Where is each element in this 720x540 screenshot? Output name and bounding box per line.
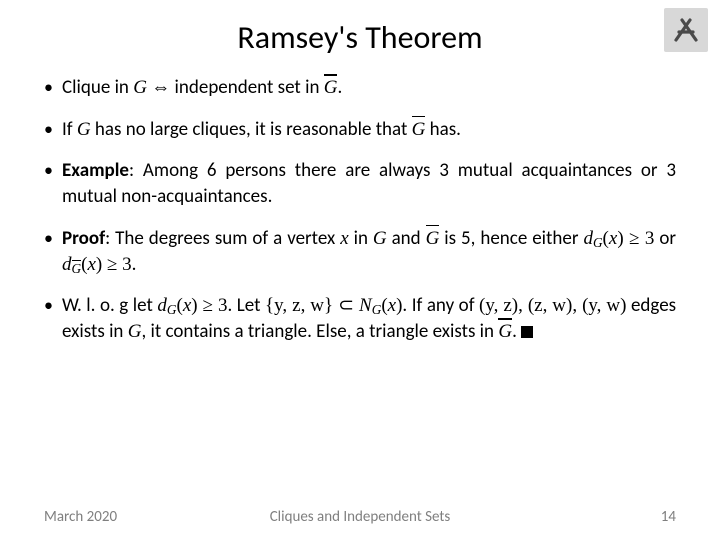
bullet-text: Clique in G ⇔ independent set in G. — [62, 75, 676, 101]
text-fragment: . — [512, 320, 521, 343]
institution-logo — [664, 8, 708, 52]
math-pairs: (y, z), (z, w), (y, w) — [479, 295, 626, 316]
bullet-2: • If G has no large cliques, it is reaso… — [44, 117, 676, 143]
text-fragment: : The degrees sum of a vertex — [105, 227, 340, 250]
math-G: G — [133, 77, 147, 98]
bullet-marker: • — [44, 75, 62, 101]
text-fragment: W. l. o. g let — [62, 294, 157, 317]
text-fragment: or — [654, 227, 676, 250]
text-fragment: . — [337, 76, 342, 99]
example-label: Example — [62, 159, 129, 182]
bullet-marker: • — [44, 293, 62, 345]
bullet-text: If G has no large cliques, it is reasona… — [62, 117, 676, 143]
math-G: G — [128, 321, 142, 342]
math-dG: dG(x) ≥ 3 — [583, 228, 654, 249]
slide-body: • Clique in G ⇔ independent set in G. • … — [44, 75, 676, 345]
bullet-3: • Example: Among 6 persons there are alw… — [44, 158, 676, 209]
math-x: x — [340, 228, 348, 249]
math-Gbar: G — [324, 75, 338, 101]
math-Gbar: G — [412, 117, 426, 143]
text-fragment: has no large cliques, it is reasonable t… — [91, 118, 412, 141]
slide: Ramsey's Theorem • Clique in G ⇔ indepen… — [0, 0, 720, 540]
math-G: G — [77, 119, 91, 140]
bullet-text: W. l. o. g let dG(x) ≥ 3. Let {y, z, w} … — [62, 293, 676, 345]
text-fragment: Clique in — [62, 76, 133, 99]
math-set: {y, z, w} ⊂ NG(x) — [265, 295, 402, 316]
bullet-text: Example: Among 6 persons there are alway… — [62, 158, 676, 209]
bullet-marker: • — [44, 117, 62, 143]
text-fragment: If — [62, 118, 77, 141]
math-iff: ⇔ — [151, 77, 170, 98]
footer-date: March 2020 — [44, 508, 117, 526]
bullet-5: • W. l. o. g let dG(x) ≥ 3. Let {y, z, w… — [44, 293, 676, 345]
qed-icon — [521, 326, 533, 338]
text-fragment: . — [132, 253, 137, 276]
text-fragment: has. — [425, 118, 461, 141]
proof-label: Proof — [62, 227, 105, 250]
text-fragment: , it contains a triangle. Else, a triang… — [141, 320, 498, 343]
text-fragment: and — [387, 227, 426, 250]
slide-title: Ramsey's Theorem — [44, 18, 676, 57]
bullet-1: • Clique in G ⇔ independent set in G. — [44, 75, 676, 101]
text-fragment: is 5, hence either — [439, 227, 583, 250]
bullet-marker: • — [44, 226, 62, 278]
text-fragment: in — [349, 227, 373, 250]
slide-footer: March 2020 Cliques and Independent Sets … — [0, 508, 720, 526]
footer-page-number: 14 — [661, 508, 676, 526]
bullet-text: Proof: The degrees sum of a vertex x in … — [62, 226, 676, 278]
text-fragment: . If any of — [402, 294, 479, 317]
math-G: G — [373, 228, 387, 249]
math-Gbar: G — [498, 319, 512, 345]
text-fragment: . Let — [227, 294, 265, 317]
math-dGbar: dG(x) ≥ 3 — [62, 254, 132, 275]
bullet-marker: • — [44, 158, 62, 209]
math-dG2: dG(x) ≥ 3 — [157, 295, 227, 316]
text-fragment: : Among 6 persons there are always 3 mut… — [62, 159, 676, 208]
math-Gbar: G — [426, 226, 440, 252]
text-fragment: independent set in — [170, 76, 323, 99]
bullet-4: • Proof: The degrees sum of a vertex x i… — [44, 226, 676, 278]
